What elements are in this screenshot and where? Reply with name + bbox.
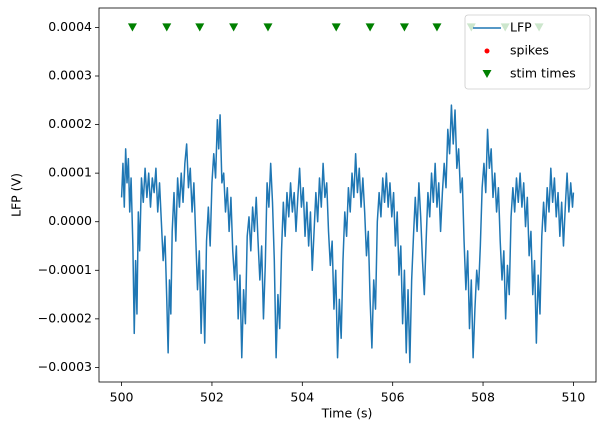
legend-key	[482, 69, 492, 79]
x-tick-label: 500	[110, 390, 134, 405]
y-tick-label: 0.0002	[48, 116, 92, 131]
y-tick-label: 0.0004	[48, 19, 92, 34]
x-tick-label: 510	[561, 390, 585, 405]
legend-box	[464, 14, 591, 90]
stim-marker	[162, 23, 172, 32]
stim-marker	[263, 23, 273, 32]
legend-label: LFP	[510, 20, 532, 35]
y-tick-label: 0.0000	[48, 213, 92, 228]
x-tick-label: 506	[381, 390, 405, 405]
stim-marker	[399, 23, 409, 32]
legend-label: stim times	[510, 66, 576, 81]
stim-marker	[195, 23, 205, 32]
stim-marker	[365, 23, 375, 32]
y-tick-label: 0.0003	[48, 68, 92, 83]
x-tick-label: 502	[200, 390, 224, 405]
stim-marker	[127, 23, 137, 32]
legend-label: spikes	[510, 43, 549, 58]
y-tick-label: −0.0003	[38, 359, 92, 374]
x-tick-label: 508	[471, 390, 495, 405]
stim-marker	[331, 23, 341, 32]
stim-marker	[432, 23, 442, 32]
legend-key	[484, 48, 490, 54]
axes-frame	[98, 7, 597, 383]
stim-marker	[229, 23, 239, 32]
x-tick-label: 504	[290, 390, 314, 405]
y-tick-label: 0.0001	[48, 165, 92, 180]
x-axis-label: Time (s)	[321, 406, 373, 421]
y-tick-label: −0.0002	[38, 310, 92, 325]
y-tick-label: −0.0001	[38, 262, 92, 277]
y-axis-label: LFP (V)	[9, 173, 24, 217]
lfp-line	[120, 104, 575, 364]
